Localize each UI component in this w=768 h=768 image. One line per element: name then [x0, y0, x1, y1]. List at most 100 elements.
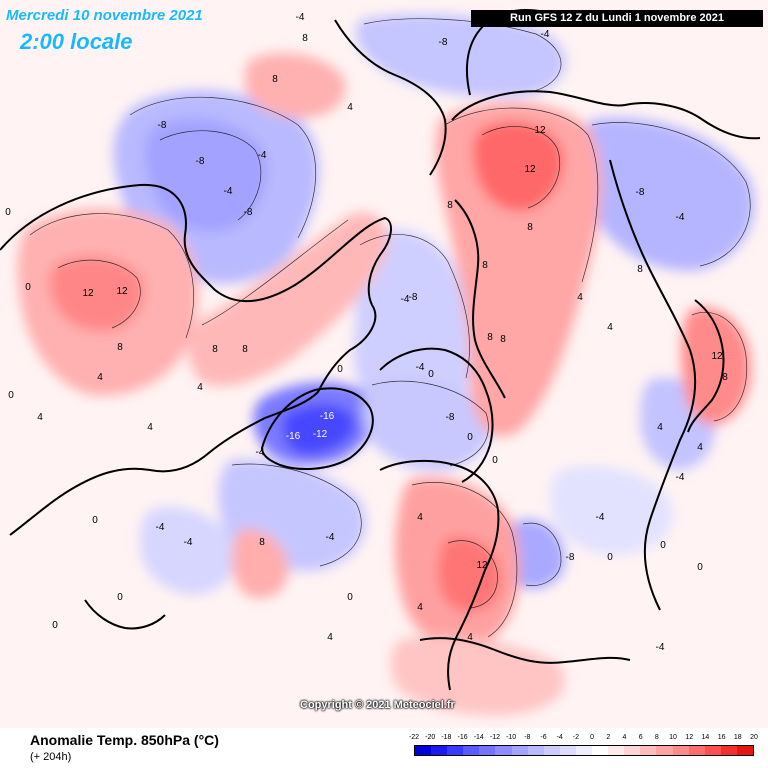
contour-value-label: -8: [196, 156, 205, 167]
alaska-warm-region: [245, 52, 346, 119]
contour-value-label: 0: [92, 515, 98, 526]
isotherm-line: [359, 234, 470, 379]
isotherm-lines: [29, 18, 751, 638]
isotherm-line: [691, 312, 748, 422]
contour-value-label: 0: [428, 369, 434, 380]
pacific-island-coast: [84, 599, 166, 630]
contour-value-label: 4: [347, 102, 353, 113]
contour-value-label: 4: [97, 372, 103, 383]
legend-swatch: [543, 746, 560, 755]
legend-swatch: [527, 746, 544, 755]
contour-value-label: 0: [467, 432, 473, 443]
siberia-warm-region: [435, 102, 602, 437]
legend-swatch: [672, 746, 689, 755]
contour-value-label: -4: [401, 294, 410, 305]
asia-cold-region: [582, 117, 755, 271]
contour-value-label: 0: [25, 282, 31, 293]
contour-value-label: 8: [482, 260, 488, 271]
contour-value-label: -8: [409, 292, 418, 303]
contour-value-label: 4: [577, 292, 583, 303]
contour-value-label: -4: [541, 29, 550, 40]
contour-value-label: 8: [722, 372, 728, 383]
contour-value-label: -4: [676, 472, 685, 483]
legend-swatch: [640, 746, 657, 755]
legend-label: -18: [441, 734, 452, 741]
contour-value-label: 4: [467, 632, 473, 643]
contour-value-label: 4: [697, 442, 703, 453]
legend-swatch: [431, 746, 448, 755]
legend-swatch: [575, 746, 593, 755]
legend-label: -14: [473, 734, 484, 741]
isotherm-line: [363, 18, 562, 93]
legend-swatch: [688, 746, 705, 755]
isotherm-line: [129, 96, 316, 239]
legend-bar: [414, 745, 754, 756]
contour-value-label: -12: [313, 429, 328, 440]
contour-value-label: 0: [52, 620, 58, 631]
contour-value-label: -4: [258, 150, 267, 161]
contour-value-label: -4: [676, 212, 685, 223]
contour-value-label: 8: [242, 344, 248, 355]
contour-value-label: -4: [296, 12, 305, 23]
legend-swatch: [463, 746, 480, 755]
contour-value-label: 8: [527, 222, 533, 233]
contour-value-label: 0: [697, 562, 703, 573]
legend-label: 12: [685, 734, 694, 741]
europe-coast: [379, 459, 500, 691]
atlantic-warm-spot: [232, 529, 289, 599]
contour-value-label: 8: [447, 200, 453, 211]
legend-label: -16: [457, 734, 468, 741]
contour-value-label: -4: [256, 447, 265, 458]
legend-label: -20: [425, 734, 436, 741]
legend-label: -12: [489, 734, 500, 741]
isotherm-line: [231, 463, 362, 567]
contour-value-label: -4: [156, 522, 165, 533]
isotherm-line: [29, 213, 194, 339]
contour-value-label: -4: [416, 362, 425, 373]
contour-value-label: -4: [184, 537, 193, 548]
scandinavia-cold-region: [362, 376, 493, 471]
legend-label: 10: [669, 734, 677, 741]
east-asia-coast: [609, 159, 697, 611]
beringia-cold-region: [355, 14, 566, 97]
isotherm-line: [591, 122, 751, 267]
legend-label: -6: [540, 734, 547, 741]
contour-value-label: 8: [212, 344, 218, 355]
legend-swatch: [447, 746, 464, 755]
legend-label: -10: [506, 734, 517, 741]
alaska-coast: [334, 19, 447, 176]
isotherm-line: [522, 522, 562, 586]
contour-value-label: -8: [636, 187, 645, 198]
legend-swatch: [495, 746, 512, 755]
mediterranean-coast: [419, 637, 631, 664]
pacific-cold-core: [144, 118, 268, 233]
europe-warm-core: [438, 536, 501, 612]
legend-swatch: [736, 746, 753, 755]
contour-value-label: 0: [5, 207, 11, 218]
siberia-warm-core: [473, 121, 564, 211]
contour-value-label: -8: [446, 412, 455, 423]
forecast-date: Mercredi 10 novembre 2021: [6, 7, 203, 24]
legend-swatch: [592, 746, 609, 755]
color-legend: -22 -20 -18 -16 -14 -12 -10 -8 -6 -4 -2 0 2 4 6 8 10 12 14…: [409, 734, 758, 764]
isotherm-line: [447, 540, 498, 609]
isotherm-line: [201, 219, 349, 326]
north-africa-warm-band: [390, 636, 565, 716]
contour-value-label: 8: [272, 74, 278, 85]
contour-value-label: 8: [302, 33, 308, 44]
contour-value-label: 4: [417, 512, 423, 523]
contour-value-label: 12: [524, 164, 536, 175]
contour-value-label: 4: [147, 422, 153, 433]
contour-value-label: 8: [259, 537, 265, 548]
greenland-cold-core: [282, 404, 356, 455]
contour-value-label: -16: [320, 411, 335, 422]
isotherm-line: [481, 126, 561, 209]
north-america-coast: [0, 183, 392, 536]
contour-value-label: 12: [534, 125, 546, 136]
legend-label: -8: [524, 734, 531, 741]
contour-value-label: 4: [607, 322, 613, 333]
contour-value-label: 0: [607, 552, 613, 563]
legend-label: 0: [590, 734, 595, 741]
contour-value-label: -4: [596, 512, 605, 523]
contour-value-label: -4: [326, 532, 335, 543]
